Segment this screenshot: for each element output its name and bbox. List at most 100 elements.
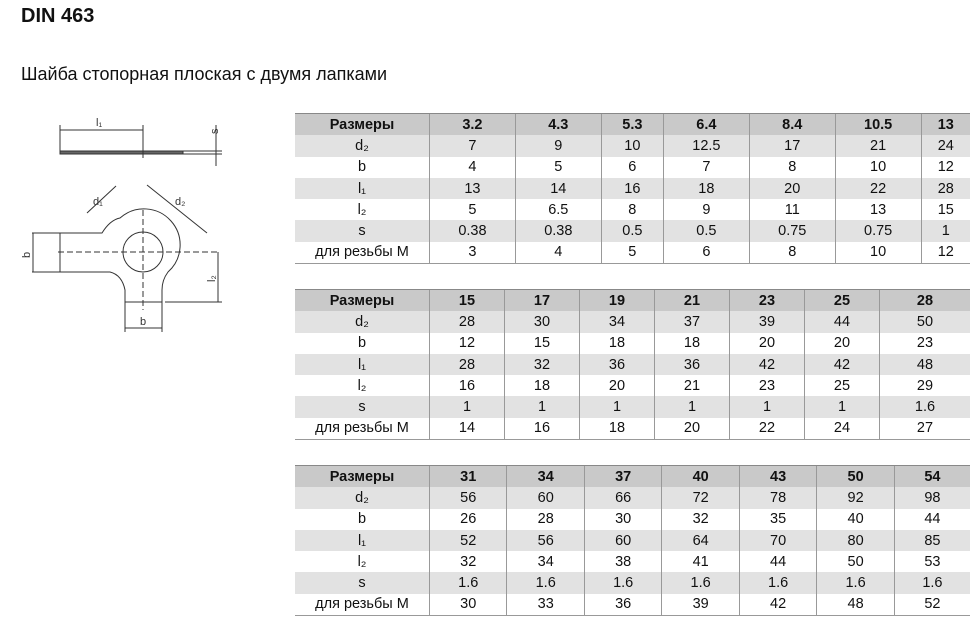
table-cell: 18 <box>662 177 750 200</box>
table-cell: 44 <box>804 311 880 333</box>
size-table-2: Размеры 15 17 19 21 23 25 28 d₂ 28 30 34 37 39 44 50 b 12… <box>295 289 970 441</box>
table-cell: 34 <box>579 311 655 333</box>
table-cell: 22 <box>834 177 922 200</box>
size-header: 5.3 <box>600 113 664 136</box>
table-cell: 1.6 <box>661 572 740 594</box>
table-cell: 11 <box>748 199 836 221</box>
row-label: l₁ <box>295 177 430 200</box>
table-cell: 12 <box>429 332 505 354</box>
size-header: 23 <box>729 289 805 312</box>
row-label: Размеры <box>295 113 430 136</box>
header-row: Размеры 15 17 19 21 23 25 28 <box>295 289 970 312</box>
row-label: Размеры <box>295 289 430 312</box>
size-header: 40 <box>661 465 740 488</box>
table-cell: 50 <box>879 311 970 333</box>
table-cell: 72 <box>661 487 740 509</box>
table-cell: 60 <box>506 487 585 509</box>
table-cell: 78 <box>738 487 817 509</box>
table-cell: 1.6 <box>506 572 585 594</box>
table-cell: 18 <box>504 375 580 397</box>
table-cell: 85 <box>893 529 970 552</box>
size-header: 4.3 <box>514 113 602 136</box>
table-cell: 16 <box>429 375 505 397</box>
table-cell: 21 <box>654 375 730 397</box>
row-label: для резьбы M <box>295 241 430 265</box>
row-label: s <box>295 220 430 242</box>
table-cell: 20 <box>729 332 805 354</box>
table-cell: 23 <box>879 332 970 354</box>
table-cell: 14 <box>514 177 602 200</box>
table-cell: 27 <box>879 417 970 441</box>
size-header: 28 <box>879 289 970 312</box>
table-cell: 48 <box>816 593 895 617</box>
table-cell: 0.5 <box>600 220 664 242</box>
table-cell: 18 <box>579 332 655 354</box>
row-label: b <box>357 335 367 352</box>
table-row: d₂ 7 9 10 12.5 17 21 24 <box>295 135 970 157</box>
table-cell: 40 <box>816 508 895 530</box>
table-cell: 1.6 <box>738 572 817 594</box>
table-cell: 9 <box>662 199 750 221</box>
table-row: s 1 1 1 1 1 1 1.6 <box>295 396 970 418</box>
table-cell: 28 <box>920 177 970 200</box>
table-cell: 1.6 <box>583 572 662 594</box>
table-cell: 41 <box>661 551 740 573</box>
table-row: d₂ 28 30 34 37 39 44 50 <box>295 311 970 333</box>
page-title: DIN 463 <box>21 5 95 27</box>
label-s: s <box>209 128 221 134</box>
header-row: Размеры 31 34 37 40 43 50 54 <box>295 465 970 488</box>
label-l1: l₁ <box>96 117 102 129</box>
table-row: s 0.38 0.38 0.5 0.5 0.75 0.75 1 <box>295 220 970 242</box>
size-header: 21 <box>654 289 730 312</box>
label-d1: d₁ <box>93 196 103 208</box>
row-label: s <box>295 572 430 594</box>
table-cell: 1.6 <box>893 572 970 594</box>
table-cell: 50 <box>816 551 895 573</box>
table-cell: 29 <box>879 375 970 397</box>
table-cell: 60 <box>583 529 662 552</box>
table-cell: 1 <box>729 396 805 418</box>
table-cell: 0.38 <box>514 220 602 242</box>
row-label: l₂ <box>357 377 367 394</box>
table-cell: 14 <box>429 417 505 441</box>
row-label: d₂ <box>295 135 430 157</box>
table-cell: 6.5 <box>514 199 602 221</box>
table-cell: 8 <box>748 156 836 178</box>
table-cell: 21 <box>834 135 922 157</box>
size-header: 3.2 <box>429 113 516 136</box>
table-cell: 66 <box>583 487 662 509</box>
table-cell: 56 <box>428 487 507 509</box>
size-header: 13 <box>920 113 970 136</box>
table-cell: 20 <box>579 375 655 397</box>
table-cell: 24 <box>804 417 880 441</box>
table-cell: 18 <box>579 417 655 441</box>
size-header: 17 <box>504 289 580 312</box>
table-row: l₁ 13 14 16 18 20 22 28 <box>295 177 970 200</box>
size-header: 10.5 <box>834 113 922 136</box>
table-cell: 0.38 <box>429 220 516 242</box>
table-row: s 1.6 1.6 1.6 1.6 1.6 1.6 1.6 <box>295 572 970 594</box>
table-cell: 1.6 <box>816 572 895 594</box>
table-cell: 6 <box>662 241 750 265</box>
table-row: d₂ 56 60 66 72 78 92 98 <box>295 487 970 509</box>
table-cell: 1.6 <box>428 572 507 594</box>
label-d2: d₂ <box>175 196 185 208</box>
table-cell: 15 <box>920 199 970 221</box>
table-cell: 0.75 <box>748 220 836 242</box>
table-row: l₁ 28 32 36 36 42 42 48 <box>295 353 970 376</box>
size-header: 19 <box>579 289 655 312</box>
page-subtitle: Шайба стопорная плоская с двумя лапками <box>21 64 388 84</box>
table-cell: 28 <box>429 353 505 376</box>
table-cell: 7 <box>662 156 750 178</box>
table-row: для резьбы M 14 16 18 20 22 24 27 <box>295 417 970 441</box>
table-cell: 8 <box>600 199 664 221</box>
table-cell: 38 <box>583 551 662 573</box>
table-cell: 0.75 <box>834 220 922 242</box>
table-row: l₂ 32 34 38 41 44 50 53 <box>295 551 970 573</box>
table-cell: 25 <box>804 375 880 397</box>
table-row: b 26 28 30 32 35 40 44 <box>295 508 970 530</box>
size-header: 37 <box>583 465 662 488</box>
table-row: l₁ 52 56 60 64 70 80 85 <box>295 529 970 552</box>
table-cell: 20 <box>654 417 730 441</box>
table-cell: 10 <box>834 156 922 178</box>
